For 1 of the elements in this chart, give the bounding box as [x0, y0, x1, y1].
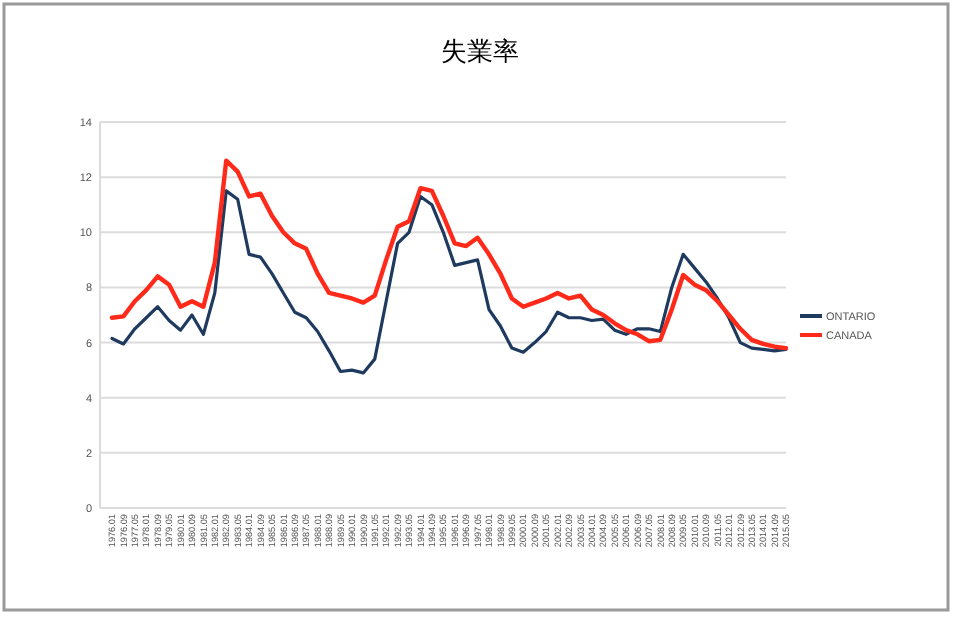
chart-title: 失業率	[441, 36, 519, 66]
